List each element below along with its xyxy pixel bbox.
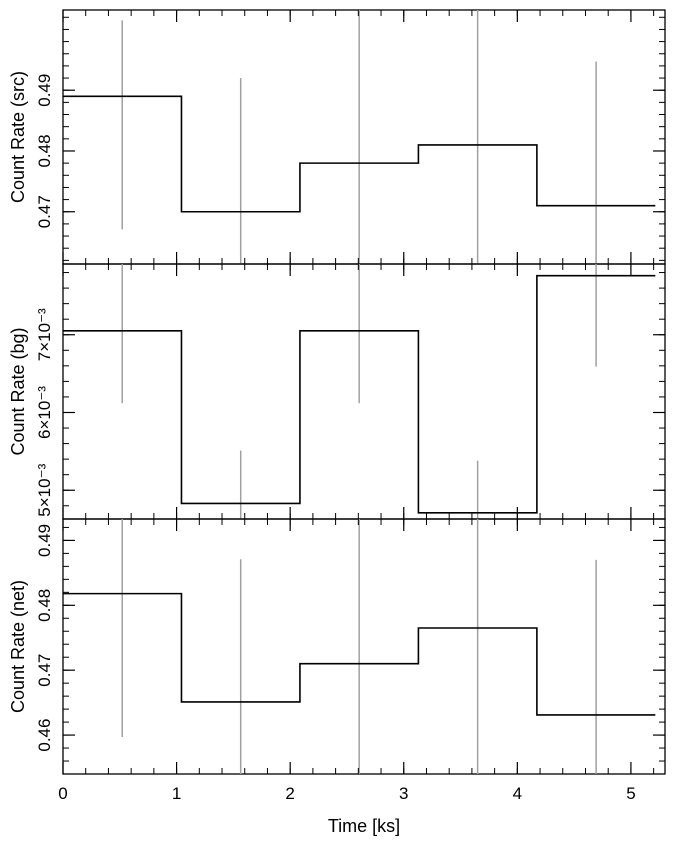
panels-group: 0.47 0.48 0.49 Count Rate (src) 5×10⁻³ 6×10⁻³… <box>8 9 666 836</box>
y-tick-label-net: 0.46 <box>35 719 54 752</box>
x-tick-label: 3 <box>399 784 408 803</box>
panel-net: 0.46 0.47 0.48 0.49 Count Rate (net) 0 1 2 3 4 5 Ti… <box>8 518 666 836</box>
y-tick-label-net: 0.48 <box>35 589 54 622</box>
x-axis-title: Time [ks] <box>328 816 400 836</box>
x-tick-label: 4 <box>513 784 522 803</box>
y-tick-label-src: 0.49 <box>35 74 54 107</box>
y-tick-label-src: 0.48 <box>35 134 54 167</box>
x-tick-label: 1 <box>172 784 181 803</box>
x-tick-label: 5 <box>626 784 635 803</box>
y-tick-label-src: 0.47 <box>35 195 54 228</box>
step-line-src <box>63 95 656 213</box>
y-axis-title-net: Count Rate (net) <box>8 580 28 713</box>
x-tick-label: 2 <box>285 784 294 803</box>
x-tick-label: 0 <box>58 784 67 803</box>
panel-frame-net <box>62 518 666 775</box>
y-axis-title-bg: Count Rate (bg) <box>8 327 28 455</box>
y-axis-title-src: Count Rate (src) <box>8 71 28 203</box>
panel-src: 0.47 0.48 0.49 Count Rate (src) <box>8 9 666 265</box>
step-line-bg <box>63 274 656 514</box>
panel-frame-bg <box>62 263 666 520</box>
panel-bg: 5×10⁻³ 6×10⁻³ 7×10⁻³ Count Rate (bg) <box>8 263 666 520</box>
step-line-net <box>63 592 656 716</box>
y-tick-label-net: 0.47 <box>35 654 54 687</box>
y-tick-label-net: 0.49 <box>35 524 54 557</box>
y-tick-label-bg: 5×10⁻³ <box>35 463 54 516</box>
y-tick-label-bg: 6×10⁻³ <box>35 386 54 439</box>
panel-frame-src <box>62 9 666 265</box>
y-tick-label-bg: 7×10⁻³ <box>35 308 54 361</box>
